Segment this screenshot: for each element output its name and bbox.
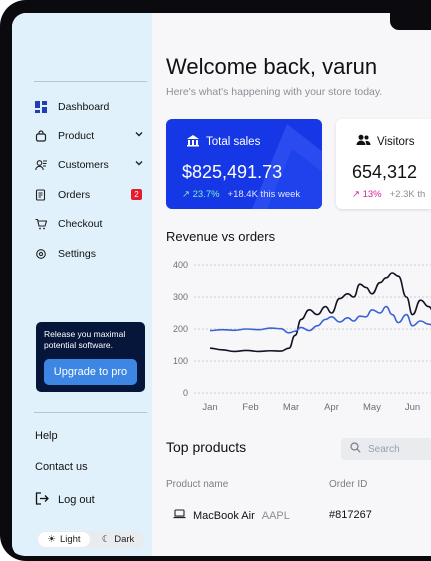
- users-icon: [356, 134, 371, 149]
- sidebar-item-dashboard[interactable]: Dashboard: [34, 97, 144, 117]
- sidebar-item-label: Settings: [58, 248, 96, 260]
- page-subtitle: Here's what's happening with your store …: [166, 86, 383, 98]
- sales-change: ↗ 23.7%: [182, 189, 220, 200]
- chevron-down-icon[interactable]: [134, 158, 144, 171]
- bank-icon: [186, 134, 200, 150]
- sales-delta: +18.4K this week: [227, 189, 301, 200]
- sidebar-item-orders[interactable]: Orders 2: [34, 185, 144, 205]
- total-sales-label-row: Total sales: [186, 134, 260, 150]
- sidebar-item-product[interactable]: Product: [34, 126, 144, 146]
- sidebar-item-checkout[interactable]: Checkout: [34, 214, 144, 234]
- y-tick-label: 100: [173, 356, 188, 366]
- cart-icon: [34, 217, 48, 231]
- dashboard-icon: [34, 100, 48, 114]
- x-tick-label: Jan: [202, 402, 217, 413]
- table-row[interactable]: MacBook Air AAPL: [173, 509, 290, 522]
- promo-text: Release you maximal potential software.: [44, 329, 126, 350]
- sidebar-item-customers[interactable]: Customers: [34, 155, 144, 175]
- total-sales-value: $825,491.73: [182, 162, 283, 182]
- sidebar-item-label: Checkout: [58, 218, 103, 230]
- series-line-blue: [209, 305, 431, 334]
- sidebar-item-label: Dashboard: [58, 101, 110, 113]
- arrow-up-right-icon: ↗: [352, 189, 360, 200]
- sidebar-item-settings[interactable]: Settings: [34, 244, 144, 264]
- chart-title: Revenue vs orders: [166, 229, 276, 244]
- sidebar-item-label: Orders: [58, 189, 91, 201]
- x-tick-label: Jun: [405, 402, 420, 413]
- x-tick-label: Mar: [283, 402, 299, 413]
- logout-icon: [35, 492, 49, 508]
- sales-change-value: 23.7%: [192, 189, 220, 200]
- y-tick-label: 400: [173, 260, 188, 270]
- help-link[interactable]: Help: [35, 430, 58, 442]
- card-decoration: [252, 124, 322, 209]
- users-icon: [34, 158, 48, 172]
- upgrade-button[interactable]: Upgrade to pro: [44, 359, 137, 385]
- column-header-order-id: Order ID: [329, 479, 368, 490]
- x-tick-label: May: [363, 402, 381, 413]
- total-sales-card: Total sales $825,491.73 ↗ 23.7% +18.4K t…: [166, 119, 322, 209]
- column-header-product: Product name: [166, 479, 229, 490]
- visitors-delta: +2.3K th: [389, 189, 426, 200]
- product-search-input[interactable]: Search: [341, 438, 431, 460]
- sidebar-item-label: Product: [58, 130, 95, 142]
- total-sales-label: Total sales: [206, 136, 261, 148]
- visitors-label-row: Visitors: [356, 134, 415, 149]
- y-tick-label: 300: [173, 292, 188, 302]
- bag-icon: [34, 129, 48, 143]
- visitors-label: Visitors: [377, 135, 415, 148]
- search-placeholder: Search: [368, 443, 400, 455]
- sidebar-divider: [34, 81, 147, 82]
- sun-icon: ☀: [47, 534, 56, 545]
- theme-light-option[interactable]: ☀ Light: [38, 532, 90, 547]
- x-tick-label: Feb: [242, 402, 258, 413]
- theme-light-label: Light: [59, 534, 81, 545]
- visitors-footer: ↗ 13% +2.3K th: [352, 189, 425, 200]
- app-screen: Dashboard Product Customers: [12, 13, 431, 556]
- theme-dark-label: Dark: [114, 534, 135, 545]
- orders-count-badge: 2: [131, 189, 142, 200]
- search-icon: [350, 442, 361, 456]
- sidebar-item-label: Customers: [58, 159, 109, 171]
- product-ticker: AAPL: [261, 509, 290, 522]
- x-tick-label: Apr: [324, 402, 339, 413]
- top-products-title: Top products: [166, 439, 247, 455]
- product-name: MacBook Air: [193, 509, 255, 522]
- visitors-card: Visitors 654,312 ↗ 13% +2.3K th: [336, 119, 431, 209]
- page-title: Welcome back, varun: [166, 54, 378, 79]
- series-line-dark: [209, 272, 431, 353]
- visitors-change-value: 13%: [362, 189, 382, 200]
- visitors-value: 654,312: [352, 162, 418, 182]
- upgrade-promo-card: Release you maximal potential software. …: [36, 322, 145, 392]
- order-id-cell: #817267: [329, 509, 372, 521]
- logout-label: Log out: [58, 494, 95, 506]
- moon-icon: ☾: [101, 534, 111, 545]
- total-sales-footer: ↗ 23.7% +18.4K this week: [182, 189, 300, 200]
- sidebar-divider: [34, 412, 147, 413]
- y-tick-label: 0: [183, 388, 188, 398]
- laptop-icon: [173, 509, 186, 522]
- gear-icon: [34, 247, 48, 261]
- theme-dark-option[interactable]: ☾ Dark: [93, 532, 143, 547]
- chevron-down-icon[interactable]: [134, 129, 144, 142]
- revenue-orders-chart: 400 300 200 100 0 Jan Feb Mar Apr May Jun: [173, 260, 431, 413]
- device-notch: [390, 13, 431, 30]
- sidebar: Dashboard Product Customers: [12, 13, 152, 556]
- logout-button[interactable]: Log out: [35, 492, 95, 508]
- receipt-icon: [34, 188, 48, 202]
- visitors-change: ↗ 13%: [352, 189, 382, 200]
- arrow-up-right-icon: ↗: [182, 189, 190, 200]
- theme-toggle[interactable]: ☀ Light ☾ Dark: [37, 531, 144, 548]
- contact-link[interactable]: Contact us: [35, 461, 88, 473]
- y-tick-label: 200: [173, 324, 188, 334]
